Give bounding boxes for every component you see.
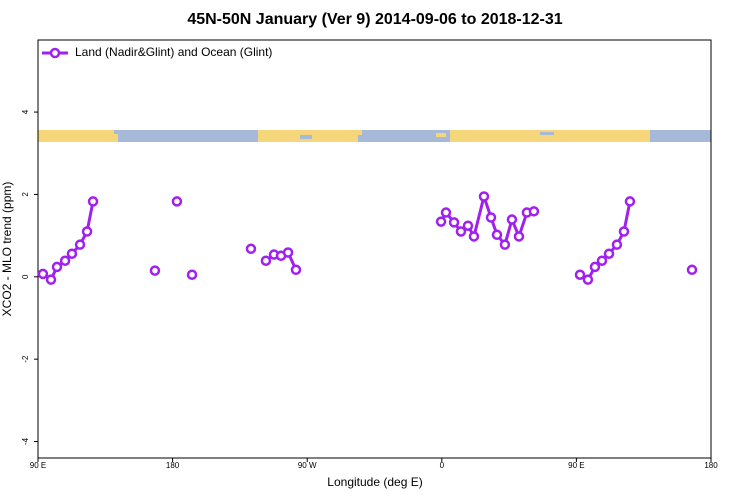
- y-tick-label: 0: [21, 274, 30, 279]
- data-point: [435, 216, 447, 227]
- data-point: [87, 196, 99, 207]
- data-point: [282, 247, 294, 258]
- series-line: [579, 201, 632, 282]
- data-point: [149, 265, 161, 276]
- data-point: [66, 248, 78, 259]
- data-point: [186, 269, 198, 280]
- data-point: [624, 196, 636, 207]
- data-point: [37, 268, 49, 280]
- land-band: [450, 130, 650, 142]
- data-point: [686, 264, 698, 276]
- y-tick-label: -4: [21, 437, 30, 445]
- legend-marker: [49, 47, 61, 59]
- y-tick-label: 2: [21, 192, 30, 197]
- data-point: [74, 239, 86, 250]
- data-point: [485, 212, 497, 223]
- lake-band: [300, 135, 312, 139]
- data-point: [506, 214, 518, 225]
- chart-title: 45N-50N January (Ver 9) 2014-09-06 to 20…: [187, 11, 562, 28]
- series-line: [42, 201, 95, 282]
- land-band: [110, 134, 118, 142]
- data-point: [528, 206, 540, 217]
- x-tick-label: 90 W: [298, 461, 317, 470]
- data-point: [59, 255, 71, 266]
- legend-label: Land (Nadir&Glint) and Ocean (Glint): [75, 45, 272, 59]
- lake-band: [540, 132, 554, 135]
- data-point: [574, 269, 586, 280]
- data-point: [462, 220, 474, 231]
- data-point: [45, 274, 57, 285]
- plot-frame: [37, 39, 712, 459]
- data-point: [290, 264, 302, 276]
- x-axis-label: Longitude (deg E): [327, 475, 422, 489]
- data-point: [491, 229, 503, 241]
- data-point: [51, 261, 63, 273]
- land-band: [436, 133, 446, 137]
- data-point: [171, 196, 183, 207]
- data-point: [618, 226, 630, 237]
- data-point: [582, 274, 594, 285]
- y-tick-label: 4: [21, 109, 30, 114]
- data-point: [245, 243, 257, 255]
- x-tick-label: 180: [704, 461, 718, 470]
- data-point: [611, 239, 623, 250]
- data-point: [260, 255, 272, 266]
- data-point: [81, 226, 93, 237]
- data-point: [513, 231, 525, 242]
- data-point: [455, 226, 467, 237]
- data-point: [478, 191, 490, 202]
- data-point: [596, 255, 608, 266]
- x-tick-label: 0: [440, 461, 445, 470]
- data-point: [499, 239, 511, 250]
- data-point: [448, 217, 460, 228]
- x-tick-label: 180: [166, 461, 180, 470]
- land-band: [352, 130, 362, 135]
- x-tick-label: 90 E: [30, 461, 46, 470]
- data-point: [440, 207, 452, 218]
- data-point: [589, 261, 601, 273]
- data-point: [468, 231, 480, 242]
- data-point: [603, 248, 615, 259]
- y-tick-label: -2: [21, 355, 30, 363]
- y-axis-label: XCO2 - MLO trend (ppm): [0, 182, 14, 317]
- x-tick-label: 90 E: [568, 461, 584, 470]
- map-strip: [38, 130, 711, 142]
- land-band: [38, 130, 114, 142]
